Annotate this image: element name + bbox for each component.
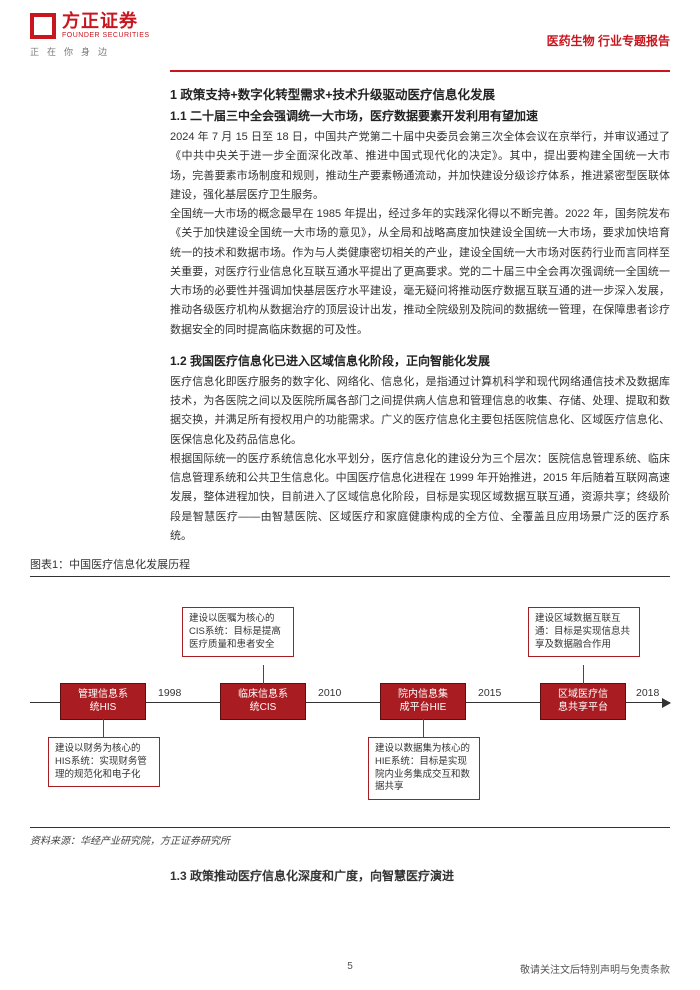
logo-en: FOUNDER SECURITIES: [62, 32, 150, 40]
timeline-year: 2018: [636, 687, 659, 699]
page-footer: 5 敬请关注文后特别声明与免责条款: [0, 961, 700, 976]
para-1: 2024 年 7 月 15 日至 18 日，中国共产党第二十届中央委员会第三次全…: [170, 128, 670, 205]
section-1-3-title: 1.3 政策推动医疗信息化深度和广度，向智慧医疗演进: [170, 867, 670, 884]
timeline-year: 2010: [318, 687, 341, 699]
main-content: 1 政策支持+数字化转型需求+技术升级驱动医疗信息化发展 1.1 二十届三中全会…: [0, 72, 700, 546]
section-1-title: 1 政策支持+数字化转型需求+技术升级驱动医疗信息化发展: [170, 84, 670, 103]
chart-rule-top: [30, 576, 670, 577]
chart-title: 图表1：中国医疗信息化发展历程: [30, 556, 670, 572]
para-2: 全国统一大市场的概念最早在 1985 年提出，经过多年的实践深化得以不断完善。2…: [170, 205, 670, 340]
timeline-bubble: 建设以财务为核心的HIS系统：实现财务管理的规范化和电子化: [48, 737, 160, 787]
report-category: 医药生物 行业专题报告: [547, 32, 670, 49]
timeline-node: 管理信息系 统HIS: [60, 683, 146, 720]
para-3: 医疗信息化即医疗服务的数字化、网络化、信息化，是指通过计算机科学和现代网络通信技…: [170, 373, 670, 450]
page-header: 方正证券 FOUNDER SECURITIES 正在你身边 医药生物 行业专题报…: [0, 0, 700, 70]
timeline-bubble: 建设区域数据互联互通：目标是实现信息共享及数据融合作用: [528, 607, 640, 657]
chart-rule-bottom: [30, 827, 670, 828]
timeline-node: 区域医疗信 息共享平台: [540, 683, 626, 720]
chart-source: 资料来源：华经产业研究院，方正证券研究所: [30, 832, 670, 847]
timeline-year: 2015: [478, 687, 501, 699]
timeline-node: 院内信息集 成平台HIE: [380, 683, 466, 720]
para-4: 根据国际统一的医疗系统信息化水平划分，医疗信息化的建设分为三个层次：医院信息管理…: [170, 450, 670, 546]
section-1-1-title: 1.1 二十届三中全会强调统一大市场，医疗数据要素开发利用有望加速: [170, 107, 670, 124]
founder-logo-icon: [30, 13, 56, 39]
timeline-node: 临床信息系 统CIS: [220, 683, 306, 720]
timeline-chart: 管理信息系 统HIS 临床信息系 统CIS 院内信息集 成平台HIE 区域医疗信 息共…: [30, 607, 670, 807]
page-number: 5: [347, 961, 353, 972]
section-1-2-title: 1.2 我国医疗信息化已进入区域信息化阶段，正向智能化发展: [170, 352, 670, 369]
logo-cn: 方正证券: [62, 12, 150, 32]
timeline-bubble: 建设以医嘱为核心的CIS系统：目标是提高医疗质量和患者安全: [182, 607, 294, 657]
timeline-year: 1998: [158, 687, 181, 699]
footer-disclaimer: 敬请关注文后特别声明与免责条款: [520, 961, 670, 976]
timeline-bubble: 建设以数据集为核心的HIE系统：目标是实现院内业务集成交互和数据共享: [368, 737, 480, 800]
